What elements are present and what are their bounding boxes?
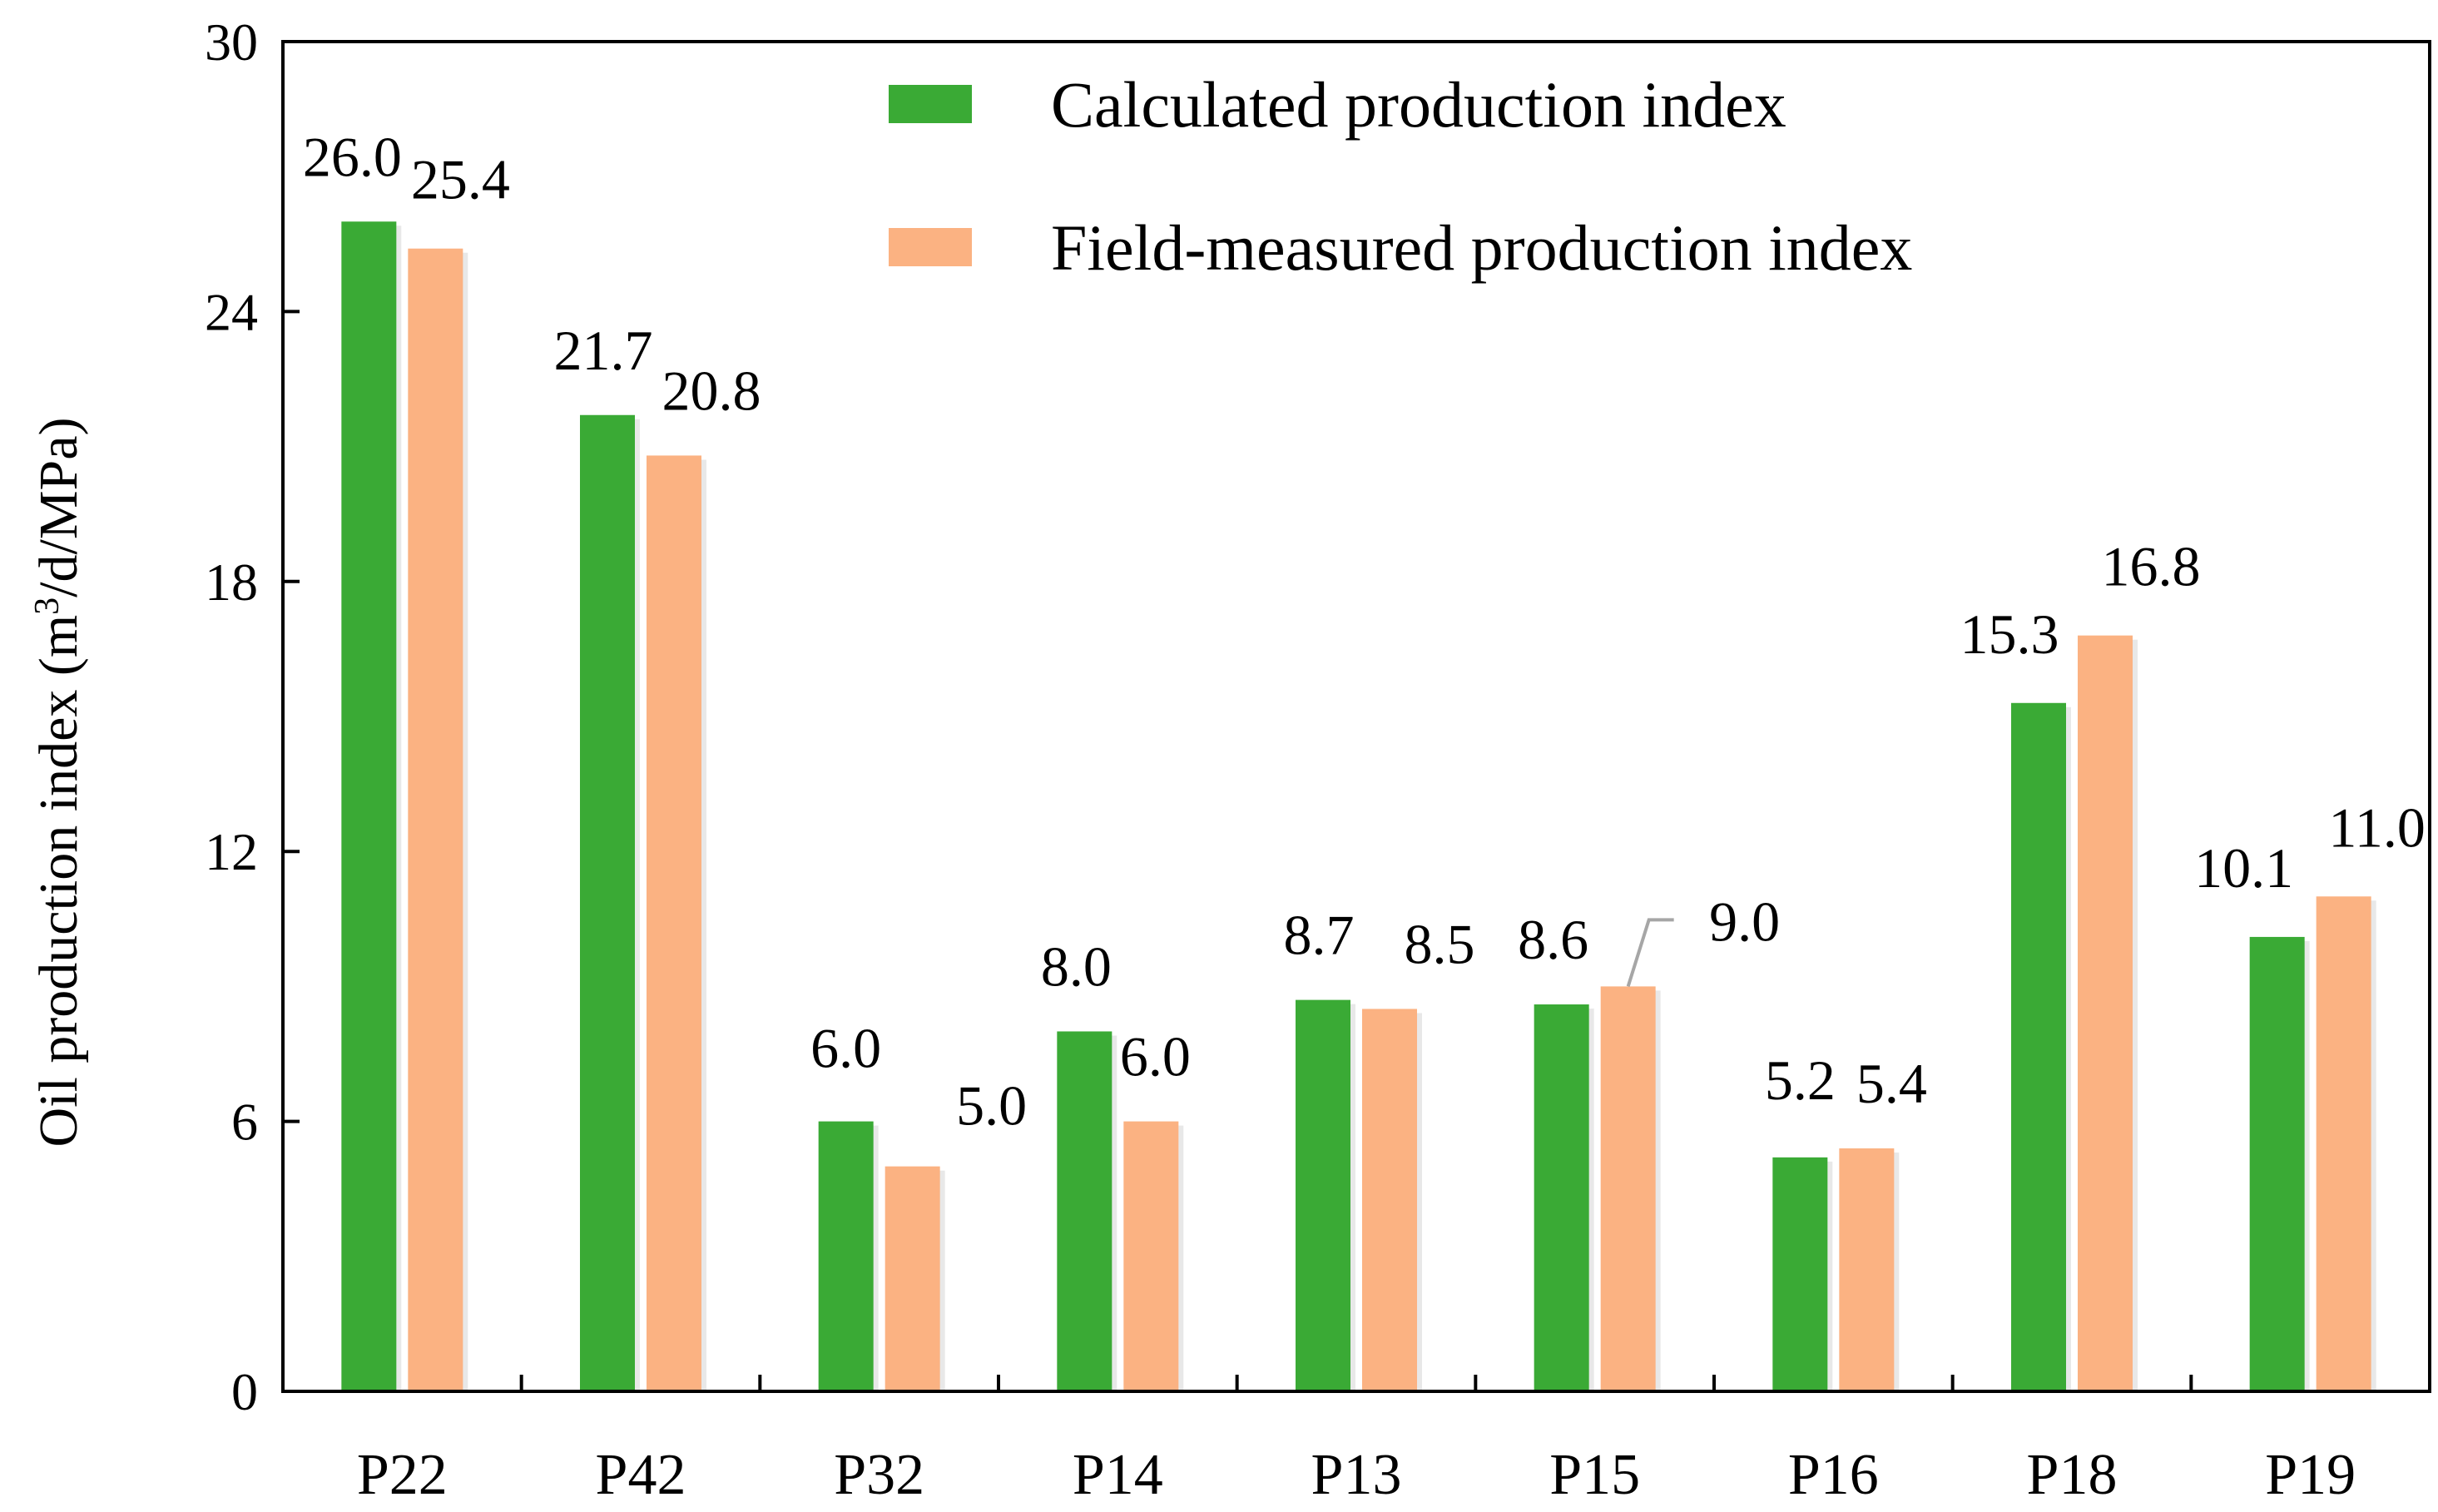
bar-calculated-p16 [1772, 1157, 1828, 1391]
label-calculated-p13: 8.7 [1284, 904, 1355, 967]
label-calculated-p14: 8.0 [1041, 934, 1112, 998]
label-field-measured-p13: 8.5 [1405, 912, 1475, 975]
axes-layer: 0 6 12 18 24 30 P22 P42 P32 P14 P13 P15 P16 P18 P19 [205, 12, 2431, 1507]
bar-field-measured-p16 [1839, 1148, 1895, 1391]
y-axis-title-superscript: 3 [28, 597, 67, 615]
label-calculated-p15: 8.6 [1518, 908, 1588, 971]
label-field-measured-p18: 16.8 [2102, 535, 2201, 598]
x-tick-label-p15: P15 [1549, 1443, 1640, 1507]
x-tick-label-p16: P16 [1788, 1443, 1879, 1507]
bar-field-measured-p42 [647, 455, 701, 1391]
label-field-measured-p42: 20.8 [662, 359, 761, 422]
legend-label-calculated: Calculated production index [1051, 68, 1786, 141]
bar-calculated-p42 [580, 414, 635, 1392]
bar-field-measured-p32 [885, 1166, 940, 1391]
legend-swatch-calculated [889, 85, 972, 123]
x-tick-label-p18: P18 [2027, 1443, 2118, 1507]
label-calculated-p16: 5.2 [1765, 1048, 1836, 1112]
x-tick-label-p32: P32 [834, 1443, 924, 1507]
y-axis-title: Oil production index (m3/d/MPa) [28, 417, 89, 1147]
legend-label-field-measured: Field-measured production index [1051, 211, 1912, 284]
label-calculated-p19: 10.1 [2194, 836, 2293, 900]
leader-line-p15 [1626, 918, 1674, 987]
y-axis-title-units: /d/MPa) [28, 417, 89, 597]
x-tick-label-p14: P14 [1073, 1443, 1163, 1507]
bar-field-measured-p14 [1123, 1121, 1179, 1391]
legend: Calculated production index Field-measure… [889, 68, 1912, 284]
x-tick-label-p19: P19 [2265, 1443, 2356, 1507]
label-calculated-p22: 26.0 [303, 125, 402, 188]
bar-field-measured-p22 [408, 248, 463, 1391]
label-field-measured-p32: 5.0 [956, 1074, 1027, 1138]
label-field-measured-p22: 25.4 [411, 148, 510, 211]
bar-field-measured-p18 [2078, 635, 2133, 1391]
legend-swatch-field-measured [889, 228, 972, 266]
y-tick-label-30: 30 [205, 12, 258, 72]
y-tick-label-12: 12 [205, 822, 258, 881]
x-tick-label-p22: P22 [357, 1443, 448, 1507]
bar-calculated-p14 [1057, 1031, 1112, 1391]
y-tick-label-6: 6 [231, 1093, 258, 1152]
y-tick-label-18: 18 [205, 553, 258, 612]
label-field-measured-p16: 5.4 [1856, 1052, 1927, 1115]
bar-field-measured-p19 [2316, 896, 2371, 1391]
bar-calculated-p18 [2011, 702, 2066, 1391]
bars-layer [341, 221, 2376, 1392]
bar-calculated-p15 [1534, 1004, 1589, 1391]
label-calculated-p42: 21.7 [554, 319, 653, 382]
bar-field-measured-p13 [1362, 1009, 1417, 1391]
label-calculated-p18: 15.3 [1960, 602, 2059, 666]
data-labels-layer: 26.021.76.08.0 8.7 8.65.215.310.125.420.85… [303, 125, 2426, 1137]
label-field-measured-p14: 6.0 [1120, 1025, 1191, 1088]
label-calculated-p32: 6.0 [810, 1017, 881, 1080]
bar-calculated-p22 [341, 221, 397, 1392]
bar-calculated-p32 [818, 1121, 874, 1391]
label-field-measured-p19: 11.0 [2328, 796, 2425, 859]
y-tick-label-0: 0 [231, 1362, 258, 1421]
y-axis-title-main: Oil production index (m [28, 615, 89, 1148]
x-tick-label-p42: P42 [596, 1443, 686, 1507]
y-tick-label-24: 24 [205, 282, 258, 341]
plot-frame [281, 40, 2431, 1393]
bar-field-measured-p15 [1600, 986, 1656, 1391]
bar-calculated-p13 [1296, 999, 1350, 1391]
x-tick-label-p13: P13 [1311, 1443, 1402, 1507]
label-field-measured-p15: 9.0 [1709, 890, 1780, 953]
bar-calculated-p19 [2249, 936, 2305, 1391]
